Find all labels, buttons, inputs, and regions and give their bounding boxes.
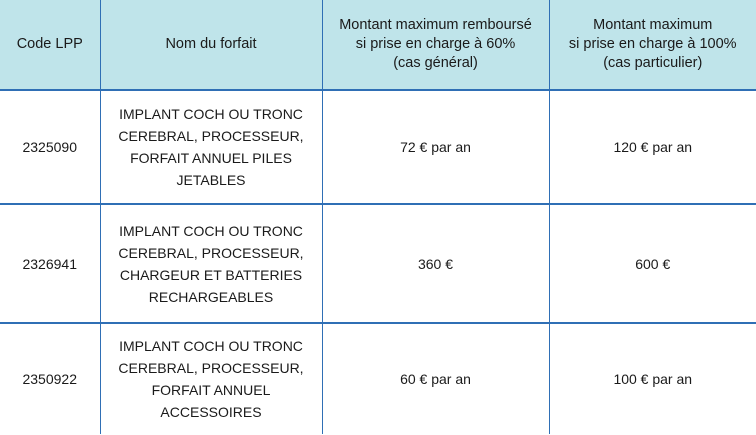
header-code-lpp: Code LPP [0,0,101,91]
cell-amount-60: 360 € [322,204,550,324]
cell-name-line: IMPLANT COCH OU TRONC [119,338,303,354]
cell-name-line: FORFAIT ANNUEL PILES [130,150,292,166]
cell-code: 2326941 [0,204,101,324]
cell-name-line: CEREBRAL, PROCESSEUR, [118,128,304,144]
cell-name-line: CHARGEUR ET BATTERIES [119,266,303,283]
cell-name-line: CEREBRAL, PROCESSEUR, [118,360,304,376]
cell-name-line: JETABLES [176,172,246,188]
header-montant-100-line-1: Montant maximum [593,17,713,33]
header-montant-60-line-2: si prise en charge à 60% [355,36,516,52]
table-row: 2325090 IMPLANT COCH OU TRONC CEREBRAL, … [0,90,756,205]
cell-name-line: FORFAIT ANNUEL [151,382,271,398]
cell-amount-60: 60 € par an [322,323,550,434]
header-nom-forfait-line-1: Nom du forfait [165,36,257,52]
header-montant-100-line-3: (cas particulier) [603,55,703,71]
cell-amount-60: 72 € par an [322,90,550,205]
header-montant-100-line-2: si prise en charge à 100% [568,36,737,52]
header-row: Code LPP Nom du forfait Montant maximum … [0,0,756,91]
header-montant-60-line-1: Montant maximum remboursé [339,17,532,33]
cell-name: IMPLANT COCH OU TRONC CEREBRAL, PROCESSE… [100,90,323,205]
cell-name-line: ACCESSOIRES [160,404,262,420]
cell-name-line: CEREBRAL, PROCESSEUR, [118,244,304,261]
header-montant-100: Montant maximum si prise en charge à 100… [549,0,756,91]
cell-code: 2350922 [0,323,101,434]
cell-amount-100: 100 € par an [613,371,693,387]
cell-amount-100: 600 € [549,204,756,324]
cell-name-line: IMPLANT COCH OU TRONC [119,106,303,122]
cell-amount-100: 120 € par an [549,90,756,205]
header-code-lpp-line-1: Code LPP [16,36,83,52]
cell-name-line: RECHARGEABLES [148,288,274,305]
cell-name: IMPLANT COCH OU TRONC CEREBRAL, PROCESSE… [100,323,323,434]
header-montant-60-line-3: (cas général) [393,55,478,71]
header-nom-forfait: Nom du forfait [100,0,323,91]
table-row: 2350922 IMPLANT COCH OU TRONC CEREBRAL, … [0,323,756,434]
table-row: 2326941 IMPLANT COCH OU TRONC CEREBRAL, … [0,204,756,324]
cell-name-line: IMPLANT COCH OU TRONC [119,222,303,239]
header-montant-60: Montant maximum remboursé si prise en ch… [322,0,550,91]
cell-code: 2325090 [0,90,101,205]
cell-name: IMPLANT COCH OU TRONC CEREBRAL, PROCESSE… [100,204,323,324]
